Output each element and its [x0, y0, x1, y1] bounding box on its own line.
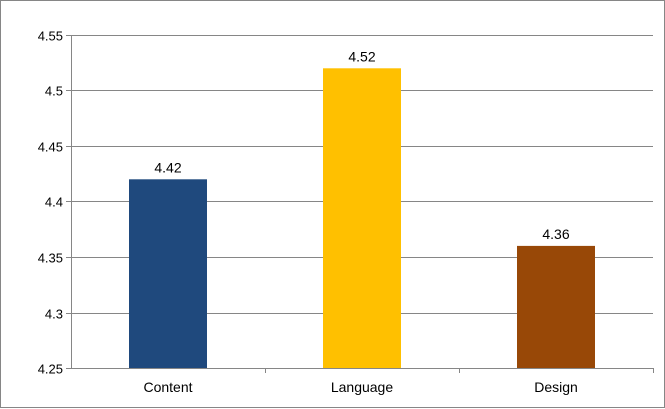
- y-tick-label: 4.5: [45, 84, 63, 99]
- y-tick-label: 4.25: [38, 362, 63, 377]
- data-label: 4.42: [154, 159, 181, 175]
- bar-content: [129, 179, 207, 368]
- bar-language: [323, 68, 401, 369]
- data-label: 4.36: [542, 226, 569, 242]
- x-category-label: Content: [143, 379, 192, 395]
- x-category-label: Language: [331, 379, 394, 395]
- data-label: 4.52: [348, 48, 375, 64]
- bar-design: [517, 245, 595, 368]
- x-category-label: Design: [534, 379, 578, 395]
- y-tick-label: 4.4: [45, 195, 63, 210]
- y-tick-label: 4.35: [38, 251, 63, 266]
- y-tick-label: 4.55: [38, 29, 63, 44]
- y-tick-label: 4.3: [45, 307, 63, 322]
- y-tick-label: 4.45: [38, 140, 63, 155]
